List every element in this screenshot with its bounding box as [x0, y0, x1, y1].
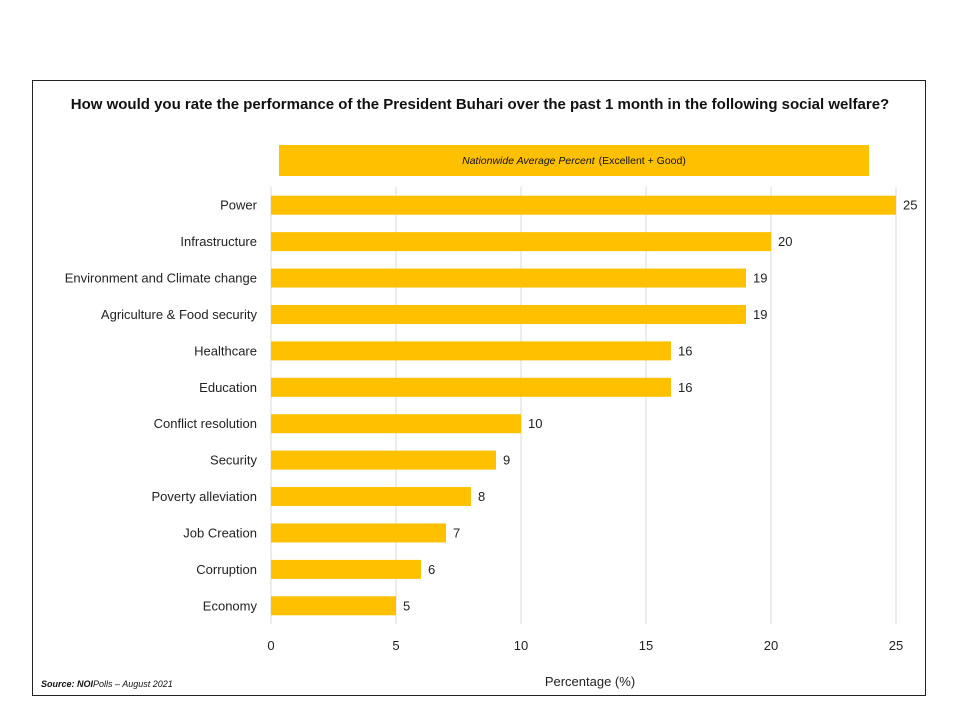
bar [271, 341, 671, 361]
bar [271, 523, 446, 543]
category-label: Security [210, 453, 257, 468]
bar [271, 450, 496, 470]
data-label: 6 [428, 562, 435, 577]
category-label: Infrastructure [180, 234, 257, 249]
bar [271, 596, 396, 616]
category-label: Economy [203, 598, 258, 613]
bar [271, 304, 746, 324]
data-label: 16 [678, 343, 692, 358]
data-label: 25 [903, 198, 917, 213]
data-label: 5 [403, 598, 410, 613]
data-label: 16 [678, 380, 692, 395]
data-label: 10 [528, 416, 542, 431]
data-label: 20 [778, 234, 792, 249]
category-label: Agriculture & Food security [101, 307, 258, 322]
data-label: 8 [478, 489, 485, 504]
x-tick-label: 20 [764, 638, 778, 653]
bar [271, 232, 771, 252]
x-tick-label: 5 [392, 638, 399, 653]
bar [271, 195, 896, 215]
subtitle-banner: Nationwide Average Percent (Excellent + … [279, 145, 869, 176]
x-axis-label: Percentage (%) [544, 674, 636, 689]
category-label: Job Creation [183, 525, 257, 540]
x-tick-label: 25 [889, 638, 903, 653]
subtitle-italic: Nationwide Average Percent [462, 154, 595, 167]
category-label: Poverty alleviation [152, 489, 258, 504]
chart-frame [32, 80, 926, 696]
category-label: Power [220, 198, 258, 213]
chart-title: How would you rate the performance of th… [70, 96, 890, 113]
data-label: 9 [503, 453, 510, 468]
category-label: Conflict resolution [154, 416, 257, 431]
x-tick-label: 0 [267, 638, 274, 653]
data-label: 19 [753, 271, 767, 286]
category-label: Healthcare [194, 343, 257, 358]
bar [271, 377, 671, 397]
source-bold: Source: NOI [41, 679, 94, 689]
category-label: Corruption [196, 562, 257, 577]
x-tick-label: 15 [639, 638, 653, 653]
data-label: 7 [453, 525, 460, 540]
bar [271, 487, 471, 507]
data-label: 19 [753, 307, 767, 322]
bar [271, 559, 421, 579]
bar [271, 268, 746, 288]
source-note: Source: NOIPolls – August 2021 [41, 679, 173, 689]
category-label: Environment and Climate change [65, 271, 257, 286]
category-label: Education [199, 380, 257, 395]
subtitle-rest: (Excellent + Good) [598, 154, 686, 167]
x-tick-label: 10 [514, 638, 528, 653]
bar [271, 414, 521, 434]
source-rest: Polls – August 2021 [93, 679, 173, 689]
